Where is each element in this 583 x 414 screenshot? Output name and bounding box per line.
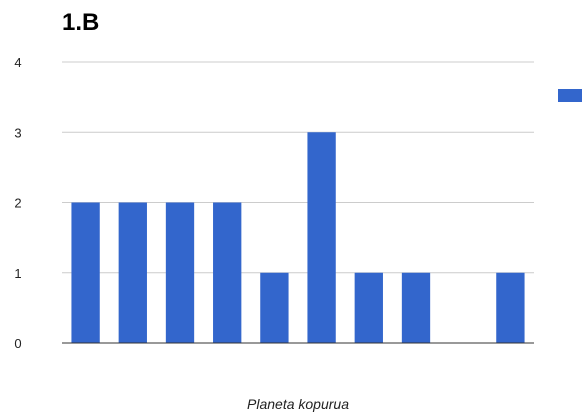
- bar: [260, 272, 289, 343]
- bar: [71, 202, 100, 343]
- bar: [354, 272, 383, 343]
- bar: [496, 272, 525, 343]
- y-tick-label: 2: [14, 196, 21, 211]
- bars: [71, 132, 525, 343]
- legend-swatch: [558, 89, 582, 102]
- y-tick-label: 1: [14, 266, 21, 281]
- y-tick-label: 0: [14, 336, 21, 351]
- bar: [307, 132, 336, 343]
- bar: [401, 272, 431, 343]
- y-axis-ticks: 0 1 2 3 4: [14, 55, 21, 351]
- bar: [118, 202, 147, 343]
- bar: [165, 202, 195, 343]
- chart-title: 1.B: [62, 9, 99, 36]
- bar: [213, 202, 242, 343]
- y-tick-label: 4: [14, 55, 21, 70]
- x-axis-title: Planeta kopurua: [247, 396, 349, 412]
- y-tick-label: 3: [14, 125, 21, 140]
